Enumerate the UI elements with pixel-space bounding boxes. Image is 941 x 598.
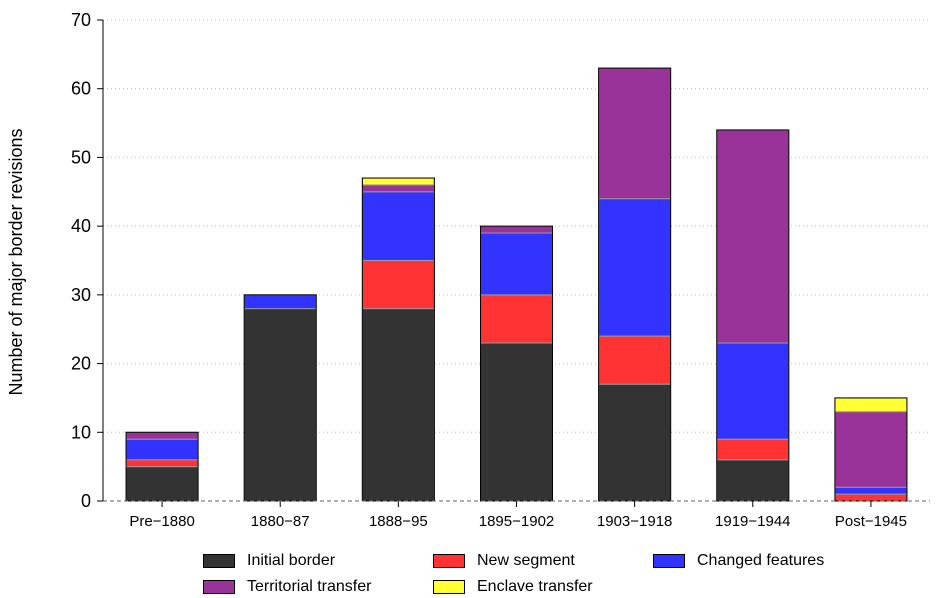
stacked-bar-chart: Pre−1880 1880−87 1888−95 1895−1902 1903−1918…	[6, 10, 930, 530]
legend-item: New segment	[433, 552, 575, 570]
legend-label: Enclave transfer	[477, 578, 593, 595]
x-tick-label: Pre−1880	[129, 513, 194, 530]
legend-item: Changed features	[653, 552, 824, 570]
legend-label: Initial border	[247, 552, 336, 569]
bar-segment	[480, 294, 553, 344]
legend-swatch	[203, 554, 235, 568]
y-tick-label: 10	[71, 422, 91, 442]
bar-segment	[361, 260, 435, 310]
legend-item: Enclave transfer	[433, 578, 593, 596]
y-tick-label: 30	[71, 285, 91, 305]
bar-segment	[243, 308, 317, 502]
y-tick-label: 70	[71, 10, 91, 30]
y-tick-label: 50	[71, 147, 91, 167]
y-tick-label: 40	[71, 216, 91, 236]
bar-segment	[598, 335, 672, 385]
legend-label: Changed features	[697, 552, 825, 569]
x-tick-label: 1880−87	[251, 513, 310, 530]
bar-segment	[125, 431, 199, 440]
bar-segment	[834, 411, 908, 488]
legend-swatch	[433, 580, 465, 594]
y-tick-label: 60	[71, 79, 91, 99]
bar-segment	[480, 342, 553, 502]
bar-segment	[834, 486, 908, 495]
bar-segment	[361, 184, 435, 193]
legend-swatch	[433, 554, 465, 568]
bar-segment	[361, 191, 435, 262]
bar-segment	[834, 493, 908, 502]
x-tick-label: 1895−1902	[479, 513, 555, 530]
bar-segment	[598, 67, 672, 200]
axes: Pre−1880 1880−87 1888−95 1895−1902 1903−1918…	[71, 10, 930, 530]
bar-segment	[480, 225, 553, 234]
legend-swatch	[653, 554, 685, 568]
bar-segment	[716, 438, 790, 461]
bar-segment	[125, 438, 199, 461]
bar-segment	[243, 294, 317, 310]
legend-item: Territorial transfer	[203, 578, 371, 596]
legend: Initial border New segment Changed feature…	[0, 548, 941, 598]
bar-segment	[716, 129, 790, 344]
bar-segment	[125, 459, 199, 468]
legend-item: Initial border	[203, 552, 335, 570]
x-tick-label: 1903−1918	[597, 513, 673, 530]
bar-segment	[834, 397, 908, 413]
y-tick-label: 20	[71, 354, 91, 374]
bar-segment	[480, 232, 553, 296]
bar-segment	[716, 342, 790, 440]
bar-segment	[598, 383, 672, 502]
x-tick-label: 1919−1944	[715, 513, 791, 530]
x-tick-label: Post−1945	[835, 513, 907, 530]
legend-swatch	[203, 580, 235, 594]
legend-label: Territorial transfer	[247, 578, 372, 595]
bars	[125, 67, 908, 502]
y-axis-label: Number of major border revisions	[6, 128, 26, 395]
bar-segment	[598, 198, 672, 337]
bar-segment	[125, 466, 199, 502]
legend-label: New segment	[477, 552, 575, 569]
x-tick-label: 1888−95	[369, 513, 428, 530]
y-tick-label: 0	[81, 491, 91, 511]
bar-segment	[716, 459, 790, 502]
bar-segment	[361, 177, 435, 186]
bar-segment	[361, 308, 435, 502]
